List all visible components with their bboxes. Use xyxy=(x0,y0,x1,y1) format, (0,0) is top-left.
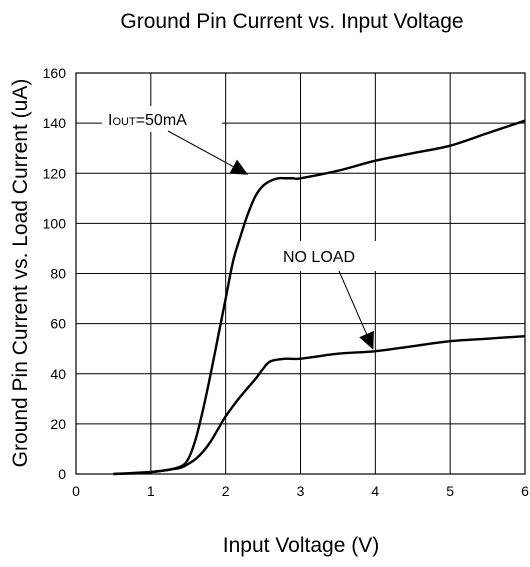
x-tick-label: 0 xyxy=(72,483,80,499)
plot-frame xyxy=(75,72,526,475)
grid xyxy=(75,72,526,475)
x-tick-label: 2 xyxy=(222,483,230,499)
x-tick-label: 5 xyxy=(446,483,454,499)
x-tick-label: 6 xyxy=(521,483,529,499)
annotations: IOUT=50mA NO LOAD xyxy=(102,106,376,350)
annotation-noload-arrowhead xyxy=(359,330,374,350)
y-tick-label: 40 xyxy=(50,366,66,382)
x-tick-label: 3 xyxy=(297,483,305,499)
y-tick-label: 160 xyxy=(43,65,67,81)
x-tick-label: 1 xyxy=(147,483,155,499)
series-line-iout-50ma xyxy=(113,119,526,476)
series-lines xyxy=(113,119,526,476)
annotation-iout-bg xyxy=(102,106,222,132)
y-tick-label: 80 xyxy=(50,266,66,282)
annotation-noload-leader xyxy=(338,270,367,335)
annotation-iout-label: IOUT=50mA xyxy=(108,112,187,129)
series-line-no-load xyxy=(113,334,526,476)
annotation-iout-leader xyxy=(167,130,234,168)
y-tick-label: 20 xyxy=(50,416,66,432)
y-tick-label: 140 xyxy=(43,115,67,131)
y-tick-label: 120 xyxy=(43,165,67,181)
x-axis-label: Input Voltage (V) xyxy=(223,534,379,557)
annotation-iout-arrowhead xyxy=(229,159,249,175)
y-tick-label: 0 xyxy=(58,466,66,482)
annotation-noload-bg xyxy=(262,241,376,271)
chart-title: Ground Pin Current vs. Input Voltage xyxy=(120,10,463,33)
annotation-noload-label: NO LOAD xyxy=(283,249,355,266)
y-axis-label: Ground Pin Current vs. Load Current (uA) xyxy=(9,79,32,468)
y-tick-label: 100 xyxy=(43,215,67,231)
x-tick-label: 4 xyxy=(371,483,379,499)
y-tick-label: 60 xyxy=(50,316,66,332)
